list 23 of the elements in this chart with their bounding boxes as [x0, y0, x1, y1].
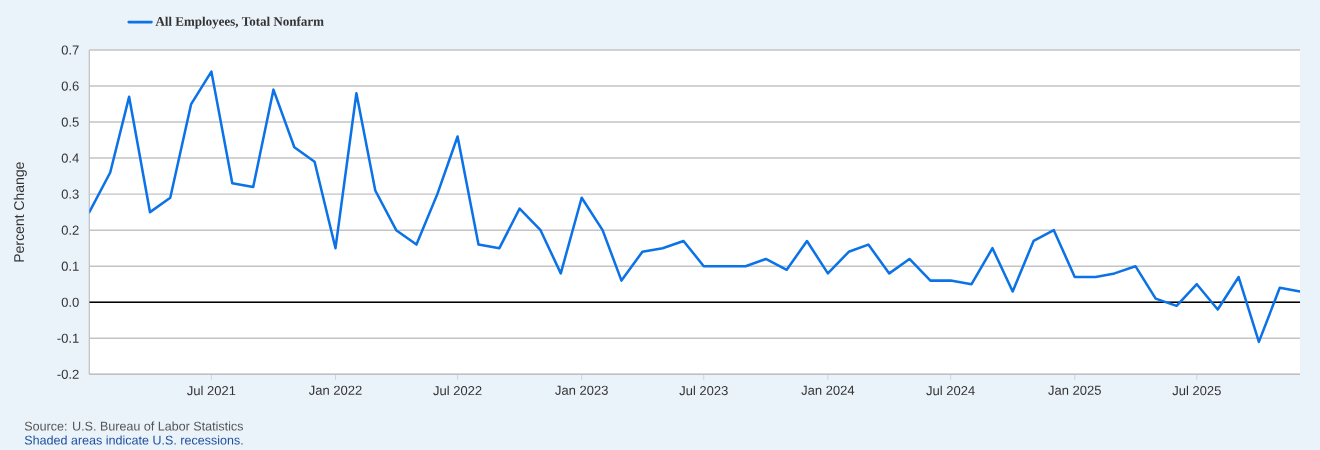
y-tick-label: -0.2: [57, 369, 79, 379]
legend-label: All Employees, Total Nonfarm: [155, 16, 324, 29]
y-tick-label: 0.7: [61, 45, 79, 55]
y-tick-label: -0.1: [57, 333, 79, 343]
y-tick-label: 0.1: [61, 261, 79, 271]
text: Shaded areas indicate U.S. recessions.: [24, 435, 243, 445]
x-tick-label: Jul 2021: [187, 385, 236, 396]
y-tick-label: 0.6: [61, 81, 79, 91]
x-tick-label: Jul 2025: [1172, 385, 1221, 396]
y-tick-label: 0.4: [61, 153, 79, 163]
x-tick-label: Jan 2022: [308, 385, 362, 395]
y-tick-label: 0.5: [61, 117, 79, 127]
x-tick-label: Jan 2025: [1048, 385, 1101, 395]
y-tick-label: 0.0: [61, 297, 79, 307]
y-tick-label: 0.3: [61, 189, 79, 199]
y-axis-title: Percent Change: [13, 162, 27, 262]
x-tick-label: Jan 2024: [801, 385, 855, 395]
x-tick-label: Jul 2023: [679, 385, 728, 396]
x-tick-label: Jul 2024: [926, 385, 975, 396]
x-tick-label: Jul 2022: [433, 385, 482, 396]
x-tick-label: Jan 2023: [555, 385, 608, 395]
y-tick-label: 0.2: [61, 225, 79, 235]
source-note: Source: U.S. Bureau of Labor Statistics: [24, 421, 243, 431]
